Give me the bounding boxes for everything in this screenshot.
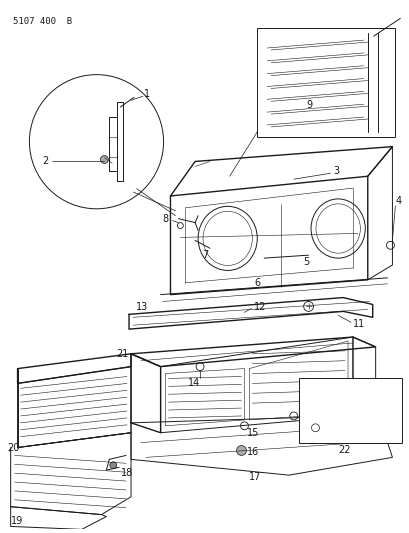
- Text: 17: 17: [249, 472, 261, 482]
- Text: 20: 20: [8, 442, 20, 453]
- Text: 18: 18: [121, 468, 133, 478]
- Text: 15: 15: [247, 427, 259, 438]
- Text: 7: 7: [202, 250, 208, 260]
- Text: 21: 21: [116, 349, 128, 359]
- Text: 4: 4: [394, 196, 400, 206]
- Text: 1: 1: [144, 90, 150, 99]
- Text: 22: 22: [337, 446, 350, 456]
- Text: 5107 400  B: 5107 400 B: [13, 18, 72, 27]
- Text: 19: 19: [11, 516, 23, 527]
- Text: 2: 2: [42, 157, 48, 166]
- Text: 5: 5: [303, 257, 309, 267]
- Text: 12: 12: [254, 302, 266, 312]
- Text: 3: 3: [333, 166, 339, 176]
- Text: 14: 14: [298, 418, 310, 428]
- Bar: [298, 378, 401, 442]
- Text: 11: 11: [352, 319, 364, 329]
- Circle shape: [110, 462, 117, 469]
- Text: 13: 13: [136, 302, 148, 312]
- Bar: [257, 28, 394, 137]
- Circle shape: [100, 156, 108, 164]
- Text: 14: 14: [188, 378, 200, 389]
- Text: 16: 16: [247, 447, 259, 457]
- Circle shape: [236, 446, 246, 455]
- Text: 8: 8: [162, 214, 168, 224]
- Text: 9: 9: [306, 100, 312, 110]
- Text: 6: 6: [254, 278, 260, 288]
- Text: 10: 10: [384, 387, 396, 397]
